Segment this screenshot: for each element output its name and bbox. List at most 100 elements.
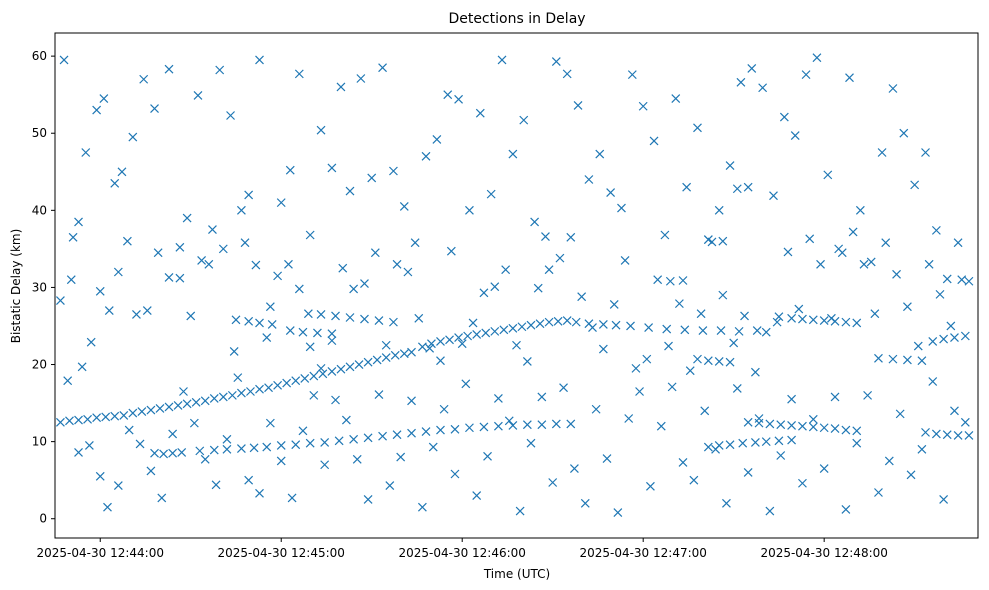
- data-point-marker: [750, 367, 760, 377]
- data-point-marker: [95, 471, 105, 481]
- data-point-marker: [445, 335, 454, 345]
- data-point-marker: [215, 65, 225, 75]
- data-point-marker: [450, 469, 460, 479]
- data-point-marker: [92, 413, 102, 423]
- data-point-marker: [175, 273, 185, 283]
- data-point-marker: [407, 428, 416, 438]
- data-point-marker: [407, 396, 416, 406]
- data-point-marker: [790, 131, 800, 140]
- data-point-marker: [537, 420, 547, 430]
- data-point-marker: [150, 104, 159, 113]
- data-point-marker: [218, 244, 228, 254]
- data-point-marker: [964, 431, 974, 440]
- data-point-marker: [698, 326, 708, 336]
- data-point-marker: [530, 217, 540, 227]
- data-point-marker: [486, 189, 496, 199]
- data-point-marker: [345, 362, 355, 372]
- data-point-marker: [508, 421, 518, 430]
- data-point-marker: [264, 383, 273, 393]
- data-point-marker: [738, 438, 748, 448]
- data-point-marker: [436, 336, 445, 346]
- data-point-marker: [463, 331, 473, 341]
- data-point-marker: [298, 327, 308, 337]
- data-point-marker: [363, 433, 373, 443]
- data-point-marker: [137, 407, 147, 416]
- data-point-marker: [168, 448, 178, 458]
- data-point-marker: [656, 421, 666, 431]
- data-point-marker: [693, 123, 702, 133]
- data-point-marker: [425, 343, 435, 353]
- data-point-marker: [150, 448, 159, 458]
- data-point-marker: [294, 284, 304, 294]
- data-point-marker: [841, 505, 851, 514]
- data-point-marker: [305, 230, 315, 240]
- data-point-marker: [345, 313, 355, 322]
- data-point-marker: [74, 447, 83, 457]
- data-point-marker: [157, 493, 167, 503]
- data-point-marker: [211, 480, 221, 490]
- data-point-marker: [312, 328, 322, 338]
- data-point-marker: [421, 427, 431, 437]
- data-point-marker: [354, 360, 364, 369]
- data-point-marker: [950, 333, 959, 342]
- data-point-marker: [714, 357, 724, 366]
- data-point-marker: [772, 317, 782, 327]
- data-point-marker: [877, 148, 887, 157]
- data-point-marker: [175, 242, 185, 252]
- data-point-marker: [65, 416, 74, 426]
- data-point-marker: [863, 390, 873, 400]
- data-point-marker: [209, 394, 219, 403]
- data-point-marker: [74, 217, 83, 227]
- data-point-marker: [407, 347, 416, 357]
- data-point-marker: [200, 396, 210, 406]
- y-tick-label: 60: [32, 49, 47, 63]
- data-point-marker: [399, 202, 409, 211]
- data-point-marker: [703, 442, 713, 452]
- data-point-marker: [146, 405, 156, 415]
- data-point-marker: [644, 323, 654, 332]
- data-point-marker: [189, 418, 199, 428]
- x-tick-label: 2025-04-30 12:48:00: [760, 546, 887, 560]
- data-point-marker: [537, 392, 547, 402]
- data-point-marker: [566, 232, 576, 242]
- data-point-marker: [953, 431, 963, 440]
- data-point-marker: [179, 387, 188, 396]
- data-point-marker: [153, 248, 163, 258]
- data-point-marker: [960, 331, 970, 341]
- data-point-marker: [113, 481, 123, 490]
- data-point-marker: [783, 247, 793, 257]
- data-point-marker: [475, 108, 485, 118]
- data-point-marker: [363, 357, 373, 367]
- data-point-marker: [497, 55, 507, 65]
- data-point-marker: [327, 336, 337, 346]
- data-point-marker: [551, 419, 561, 429]
- data-point-marker: [752, 326, 762, 336]
- data-point-marker: [939, 495, 949, 504]
- data-point-marker: [197, 256, 207, 265]
- data-point-marker: [522, 357, 532, 366]
- data-point-marker: [747, 64, 757, 73]
- data-point-marker: [598, 344, 608, 354]
- data-point-marker: [191, 397, 201, 407]
- data-point-marker: [327, 367, 337, 376]
- data-point-marker: [113, 267, 123, 277]
- y-tick-label: 30: [32, 280, 47, 294]
- data-point-marker: [571, 317, 581, 327]
- data-point-marker: [743, 417, 753, 427]
- data-point-marker: [776, 420, 786, 430]
- data-point-marker: [830, 392, 840, 402]
- data-point-marker: [233, 373, 243, 383]
- data-point-marker: [736, 77, 746, 87]
- data-point-marker: [667, 382, 677, 392]
- data-point-marker: [74, 415, 83, 425]
- y-tick-label: 20: [32, 358, 47, 372]
- data-point-marker: [244, 190, 254, 200]
- data-point-marker: [769, 191, 778, 201]
- data-point-marker: [92, 105, 102, 115]
- data-point-marker: [732, 384, 742, 393]
- data-point-marker: [186, 311, 196, 321]
- data-point-marker: [432, 134, 442, 144]
- data-point-marker: [479, 288, 489, 298]
- data-point-marker: [921, 148, 930, 157]
- data-point-marker: [573, 101, 583, 110]
